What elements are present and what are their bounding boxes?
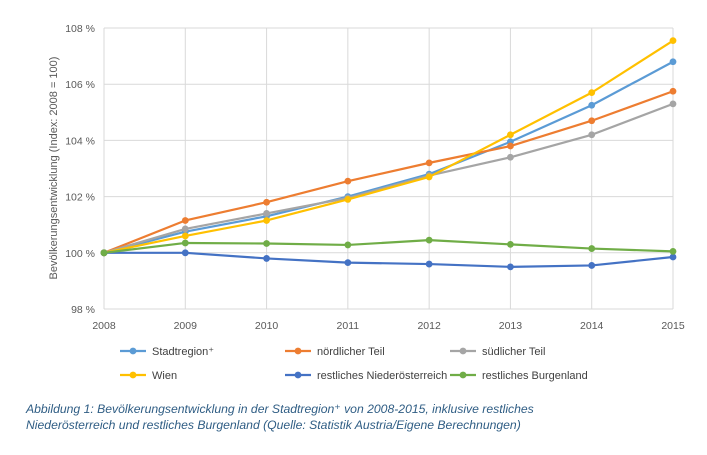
data-point xyxy=(588,262,596,269)
data-point xyxy=(263,217,270,224)
legend-swatch-marker xyxy=(294,371,302,379)
y-tick-label: 108 % xyxy=(65,23,95,35)
legend-swatch-marker xyxy=(294,347,302,355)
y-tick-label: 98 % xyxy=(71,304,95,316)
y-tick-label: 102 % xyxy=(65,192,95,204)
legend-swatch-marker xyxy=(129,347,137,355)
data-point xyxy=(181,217,189,224)
series-line xyxy=(103,102,674,254)
legend-label: südlicher Teil xyxy=(482,346,545,358)
data-point xyxy=(669,100,677,108)
series-line xyxy=(103,60,674,254)
x-tick-label: 2015 xyxy=(661,320,685,332)
data-point xyxy=(181,232,189,240)
figure-caption: Abbildung 1: Bevölkerungsentwicklung in … xyxy=(26,402,534,432)
legend-label: Wien xyxy=(152,370,177,382)
series-line xyxy=(103,39,674,254)
data-point xyxy=(507,131,514,139)
legend-swatch-marker xyxy=(459,371,467,379)
legend-swatch-marker xyxy=(459,347,467,355)
x-tick-label: 2010 xyxy=(255,320,279,332)
legend-item: Wien xyxy=(120,370,177,382)
legend-item: restliches Burgenland xyxy=(450,370,588,382)
series-3 xyxy=(100,37,677,257)
line-chart: 98 %100 %102 %104 %106 %108 % 2008 2009 20… xyxy=(48,23,685,382)
legend-item: südlicher Teil xyxy=(450,346,545,358)
data-point xyxy=(425,173,433,181)
data-point xyxy=(100,249,108,257)
legend-item: Stadtregion⁺ xyxy=(120,346,214,358)
data-point xyxy=(588,245,596,252)
x-axis-ticks: 2008 2009 2010 2011 2012 2013 2014 2015 xyxy=(92,320,685,332)
data-point xyxy=(669,247,677,255)
legend-label: restliches Niederösterreich xyxy=(317,370,447,382)
x-tick-label: 2013 xyxy=(499,320,523,332)
data-point xyxy=(507,153,514,161)
series-line xyxy=(103,239,674,254)
x-tick-label: 2011 xyxy=(337,320,360,332)
data-point xyxy=(181,239,189,247)
data-point xyxy=(669,37,677,45)
data-point xyxy=(669,87,677,95)
x-tick-label: 2012 xyxy=(417,320,441,332)
legend-item: nördlicher Teil xyxy=(285,346,385,358)
x-tick-label: 2008 xyxy=(92,320,116,332)
data-point xyxy=(181,249,189,257)
series-5 xyxy=(100,236,677,257)
data-point xyxy=(344,196,352,203)
legend-swatch-marker xyxy=(129,371,137,379)
data-point xyxy=(507,263,514,271)
data-point xyxy=(425,159,433,167)
data-point xyxy=(588,89,596,97)
legend-label: Stadtregion⁺ xyxy=(152,346,214,358)
legend-item: restliches Niederösterreich xyxy=(285,370,447,382)
y-axis-title: Bevölkerungsentwicklung (Index: 2008 = 1… xyxy=(48,57,60,280)
y-tick-label: 106 % xyxy=(65,79,95,91)
series-lines xyxy=(100,37,677,271)
y-axis-ticks: 98 % 100 % 102 % 104 % 106 % 108 % xyxy=(65,23,95,316)
legend-label: nördlicher Teil xyxy=(317,346,385,358)
data-point xyxy=(263,255,270,262)
data-point xyxy=(507,142,514,150)
data-point xyxy=(588,101,596,109)
data-point xyxy=(669,253,677,261)
gridlines xyxy=(103,27,674,310)
legend-label: restliches Burgenland xyxy=(482,370,588,382)
x-tick-label: 2009 xyxy=(174,320,198,332)
y-tick-label: 100 % xyxy=(65,248,95,260)
data-point xyxy=(507,240,514,248)
x-tick-label: 2014 xyxy=(580,320,604,332)
data-point xyxy=(263,210,270,217)
series-line xyxy=(103,90,674,254)
data-point xyxy=(588,131,596,139)
data-point xyxy=(263,198,270,206)
legend: Stadtregion⁺ nördlicher Teil südlicher Tei… xyxy=(120,346,588,382)
data-point xyxy=(588,117,596,125)
data-point xyxy=(344,259,352,267)
data-point xyxy=(263,240,270,247)
data-point xyxy=(425,260,433,268)
data-point xyxy=(181,225,189,233)
data-point xyxy=(425,236,433,244)
series-line xyxy=(104,251,674,268)
y-tick-label: 104 % xyxy=(65,135,95,147)
data-point xyxy=(344,177,352,185)
data-point xyxy=(344,241,352,249)
data-point xyxy=(669,58,677,66)
